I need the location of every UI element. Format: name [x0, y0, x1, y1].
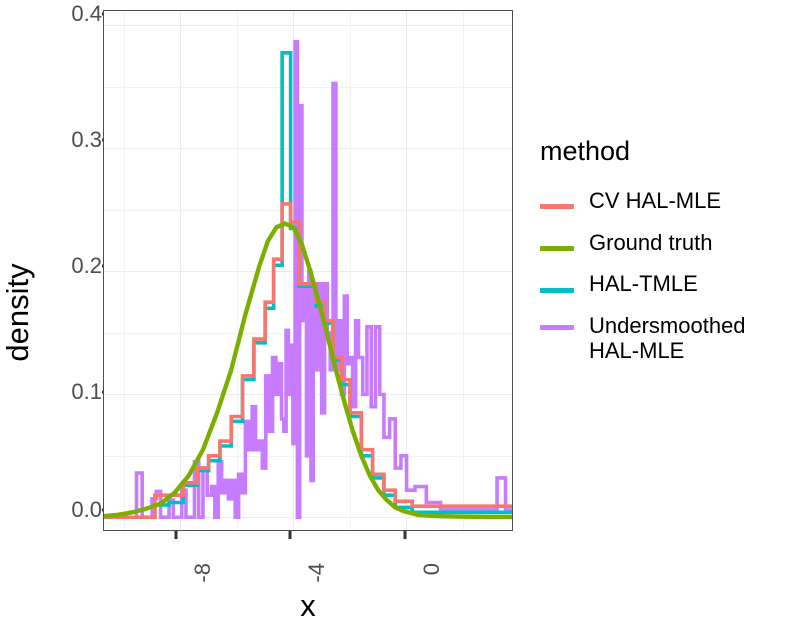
y-axis-title: density: [0, 263, 35, 362]
y-tick-label: 0.0: [71, 497, 102, 522]
legend-color-swatch: [540, 324, 574, 330]
x-tick-mark: [403, 531, 407, 539]
x-tick-label: 0: [419, 563, 444, 576]
legend-color-swatch: [540, 204, 574, 210]
grid-line-minor-horizontal: [104, 87, 512, 89]
grid-line-minor-vertical: [236, 11, 238, 530]
legend-item-label: Undersmoothed HAL-MLE: [589, 312, 746, 363]
legend-item[interactable]: HAL-TMLE: [540, 272, 790, 297]
legend-items: CV HAL-MLE Ground truth HAL-TMLE Undersmoot…: [540, 188, 790, 363]
grid-line-minor-vertical: [463, 11, 465, 530]
y-axis: 0.4 0.3 0.2 0.1 0.0: [14, 0, 109, 625]
y-tick-label: 0.1: [71, 379, 102, 404]
grid-line-minor-vertical: [123, 11, 125, 530]
legend-item[interactable]: Undersmoothed HAL-MLE: [540, 312, 790, 363]
grid-line-major-horizontal: [104, 516, 512, 518]
y-tick-label: 0.2: [71, 253, 102, 278]
x-tick-label: -4: [304, 563, 329, 583]
grid-line-minor-vertical: [350, 11, 351, 530]
legend-title: method: [540, 136, 631, 166]
legend-color-swatch: [540, 287, 574, 293]
legend: method CV HAL-MLE Ground truth HAL-TMLE Und…: [540, 136, 790, 380]
y-tick-label: 0.3: [71, 127, 102, 152]
x-tick-mark: [174, 531, 178, 539]
legend-item[interactable]: CV HAL-MLE: [540, 188, 790, 214]
plot-panel: [103, 10, 513, 531]
grid-line-major-vertical: [405, 11, 408, 530]
x-tick-mark: [288, 531, 292, 539]
legend-item-label: HAL-TMLE: [589, 271, 698, 297]
x-axis-title: x: [300, 588, 316, 623]
grid-line-major-vertical: [179, 11, 182, 530]
y-tick-label: 0.4: [71, 1, 102, 26]
grid-line-minor-horizontal: [104, 210, 512, 212]
series-line: [104, 221, 512, 520]
legend-item-label: Ground truth: [589, 229, 713, 255]
density-curves: [104, 39, 512, 520]
legend-item[interactable]: Ground truth: [540, 229, 790, 256]
x-tick-label: -8: [190, 563, 215, 583]
legend-color-swatch: [540, 245, 574, 251]
legend-item-label: CV HAL-MLE: [589, 188, 722, 213]
grid-line-major-horizontal: [104, 24, 512, 27]
grid-line-major-horizontal: [104, 147, 512, 150]
series-line: [104, 39, 512, 520]
series-line: [104, 202, 512, 520]
